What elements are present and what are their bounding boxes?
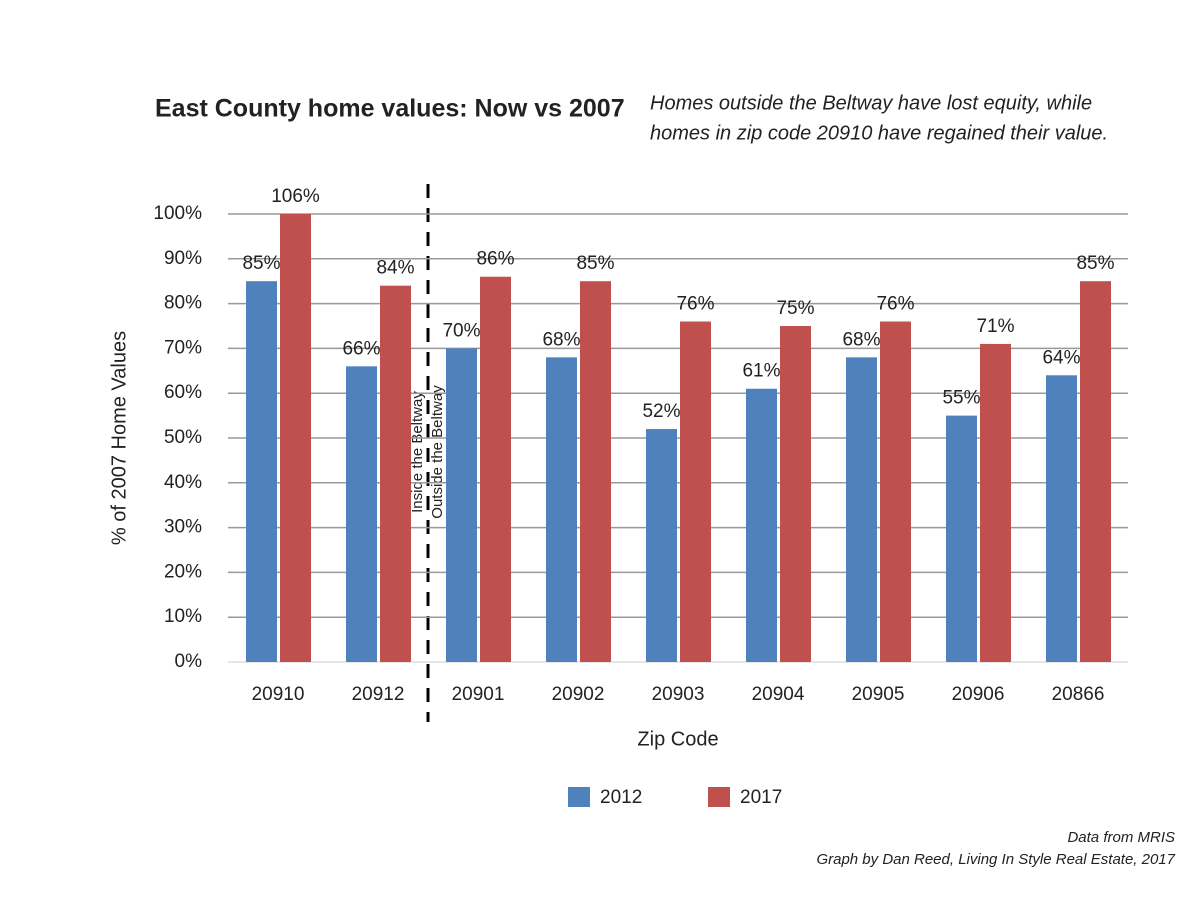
annotation: Outside the Beltway [429,385,446,519]
x-tick-label: 20904 [752,684,805,705]
data-label: 85% [242,253,280,274]
data-label: 66% [342,338,380,359]
bar [346,366,377,662]
y-tick-label: 60% [164,382,202,403]
y-tick-label: 10% [164,606,202,627]
bar [946,415,977,662]
note: Graph by Dan Reed, Living In Style Real … [816,851,1175,868]
bar [746,388,777,662]
bar [546,357,577,662]
data-label: 71% [976,316,1014,337]
x-tick-label: 20901 [452,684,505,705]
grid [228,213,1128,663]
x-tick-label: 20912 [352,684,405,705]
note: Data from MRIS [1067,829,1175,846]
bars [246,214,1111,662]
x-axis-label: Zip Code [637,728,718,750]
data-label: 76% [876,294,914,315]
bar [280,214,311,662]
data-label: 85% [1076,253,1114,274]
data-label: 52% [642,401,680,422]
x-tick-label: 20903 [652,684,705,705]
bar [380,285,411,662]
data-label: 106% [271,186,320,207]
data-label: 86% [476,249,514,270]
bar [680,321,711,662]
annotation: Inside the Beltway [409,391,426,513]
legend-swatch [708,787,730,807]
bar [846,357,877,662]
data-label: 68% [542,329,580,350]
x-tick-label: 20902 [552,684,605,705]
data-label: 68% [842,329,880,350]
data-label: 64% [1042,347,1080,368]
y-tick-label: 90% [164,248,202,269]
data-label: 84% [376,258,414,279]
bar [646,429,677,662]
legend-label: 2012 [600,787,642,808]
y-tick-label: 20% [164,561,202,582]
x-tick-label: 20905 [852,684,905,705]
y-tick-label: 40% [164,472,202,493]
y-tick-label: 30% [164,517,202,538]
y-tick-label: 100% [153,203,202,224]
y-axis-label: % of 2007 Home Values [108,331,130,545]
data-label: 76% [676,294,714,315]
bar [246,281,277,662]
x-tick-label: 20910 [252,684,305,705]
x-tick-label: 20906 [952,684,1005,705]
data-label: 55% [942,388,980,409]
bar [1080,281,1111,662]
bar [446,348,477,662]
bar [580,281,611,662]
chart-title: East County home values: Now vs 2007 [155,95,625,123]
data-label: 70% [442,320,480,341]
bar [1046,375,1077,662]
bar [980,343,1011,662]
bar [480,276,511,662]
y-tick-label: 0% [175,651,203,672]
y-tick-label: 70% [164,337,202,358]
legend-swatch [568,787,590,807]
y-tick-label: 80% [164,293,202,314]
legend-label: 2017 [740,787,782,808]
data-label: 85% [576,253,614,274]
x-tick-label: 20866 [1052,684,1105,705]
subtitle: Homes outside the Beltway have lost equi… [650,92,1092,114]
data-label: 75% [776,298,814,319]
bar [780,326,811,662]
labels: 0% 10% 20% 30% 40% 50% 60% 70% 80% 90% 100% 20910 85… [153,186,1114,705]
subtitle: homes in zip code 20910 have regained th… [650,122,1108,144]
bar [880,321,911,662]
y-tick-label: 50% [164,427,202,448]
data-label: 61% [742,361,780,382]
